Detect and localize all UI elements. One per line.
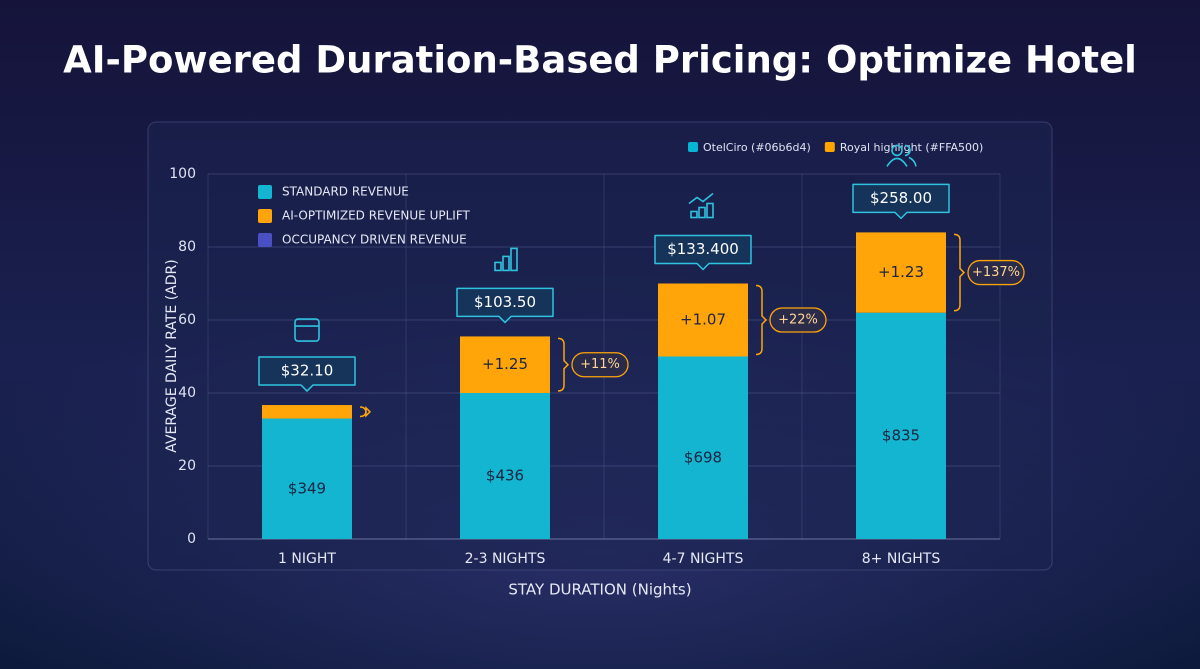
x-tick-label: 4-7 NIGHTS (663, 551, 744, 567)
bar-label: $835 (882, 426, 920, 444)
callout-box (654, 234, 752, 271)
legend-label: OtelCiro (#06b6d4) (703, 141, 811, 154)
y-tick-label: 40 (178, 385, 196, 401)
bar-segment (856, 312, 946, 539)
uplift-percent: +11% (580, 357, 620, 372)
bar-segment (658, 283, 748, 357)
legend-label: STANDARD REVENUE (282, 185, 409, 199)
uplift-label: +1.23 (878, 263, 924, 281)
icon (891, 144, 903, 157)
uplift-percent: +137% (972, 265, 1020, 280)
uplift-percent: +22% (778, 313, 818, 328)
y-tick-label: 20 (178, 458, 196, 474)
icon (510, 247, 518, 272)
y-tick-label: 100 (169, 166, 196, 182)
uplift-label: +1.07 (680, 311, 726, 329)
legend-swatch (258, 233, 272, 247)
callout-box (456, 287, 554, 324)
bar-label: $698 (684, 448, 722, 466)
bracket (755, 284, 768, 356)
percent-pill (967, 259, 1025, 286)
bar-segment (262, 405, 352, 419)
bar-segment (658, 356, 748, 539)
bar-segment (262, 418, 352, 539)
icon (706, 202, 714, 219)
legend-swatch (258, 209, 272, 223)
y-tick-label: 80 (178, 239, 196, 255)
callout-box (258, 356, 356, 392)
y-tick-label: 0 (187, 531, 196, 547)
uplift-label: +1.25 (482, 355, 528, 373)
legend-label: Royal highlight (#FFA500) (840, 141, 984, 154)
x-tick-label: 2-3 NIGHTS (465, 551, 546, 567)
chart-title: AI-Powered Duration-Based Pricing: Optim… (63, 39, 1137, 82)
icon (688, 192, 714, 205)
panel (147, 121, 1053, 571)
legend-swatch (824, 142, 835, 152)
legend-label: AI-OPTIMIZED REVENUE UPLIFT (282, 209, 471, 223)
x-tick-label: 1 NIGHT (278, 551, 336, 567)
percent-pill (571, 352, 629, 378)
price-callout: $258.00 (870, 189, 932, 207)
x-tick-label: 8+ NIGHTS (862, 551, 941, 567)
icon (494, 261, 502, 272)
bar-segment (460, 393, 550, 539)
legend-swatch (688, 142, 698, 152)
bracket (359, 405, 372, 418)
bracket (557, 337, 570, 392)
bar-label: $349 (288, 479, 326, 497)
bar-segment (856, 232, 946, 313)
legend-swatch (258, 185, 272, 199)
icon (502, 255, 510, 272)
icon (698, 206, 706, 219)
icon (294, 318, 320, 342)
legend-label: OCCUPANCY DRIVEN REVENUE (282, 233, 467, 247)
price-callout: $103.50 (474, 293, 536, 311)
y-tick-label: 60 (178, 312, 196, 328)
price-callout: $32.10 (281, 362, 334, 380)
bar-label: $436 (486, 467, 524, 485)
price-callout: $133.400 (667, 240, 739, 258)
icon (886, 144, 917, 167)
percent-pill (769, 307, 827, 333)
callout-box (852, 183, 950, 220)
icon (690, 210, 698, 219)
x-axis-label: STAY DURATION (Nights) (508, 581, 691, 599)
bracket (953, 233, 966, 312)
y-axis-label: AVERAGE DAILY RATE (ADR) (164, 259, 180, 452)
bar-segment (460, 336, 550, 393)
